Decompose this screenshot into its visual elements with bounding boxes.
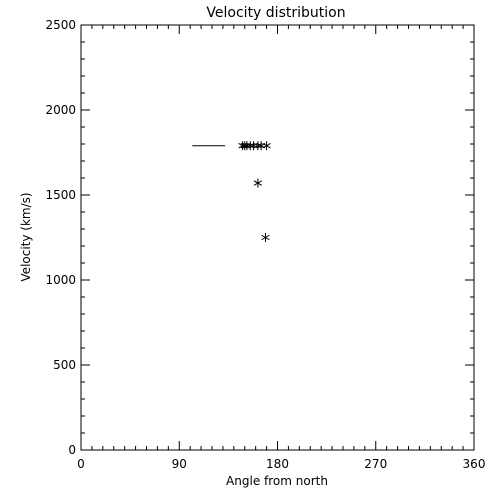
x-tick-label: 360	[463, 457, 486, 471]
asterisk-stroke	[262, 143, 271, 149]
chart-title: Velocity distribution	[206, 5, 345, 21]
axis-ticks	[80, 24, 475, 451]
asterisk-stroke	[261, 234, 270, 241]
data-point	[262, 141, 271, 151]
asterisk-stroke	[246, 143, 255, 149]
y-tick-label: 2500	[45, 18, 76, 32]
data-point	[242, 141, 252, 151]
y-tick-label: 1500	[45, 188, 76, 202]
y-tick-label: 500	[53, 358, 76, 372]
x-tick-label: 90	[172, 457, 187, 471]
y-axis-label: Velocity (km/s)	[19, 192, 33, 281]
asterisk-stroke	[253, 180, 262, 186]
tick-labels: 0 90 180 270 360 0 500 1000 1500 2000 2500	[45, 18, 485, 471]
data-point	[246, 141, 255, 151]
asterisk-stroke	[253, 143, 262, 149]
data-point	[253, 141, 262, 151]
plot-frame	[80, 24, 475, 451]
y-tick-label: 1000	[45, 273, 76, 287]
x-axis-label: Angle from north	[226, 474, 328, 488]
data-marks	[192, 141, 271, 242]
y-tick-label: 2000	[45, 103, 76, 117]
x-tick-label: 180	[266, 457, 289, 471]
data-point	[261, 233, 270, 242]
data-point	[253, 178, 262, 188]
y-tick-label: 0	[68, 443, 76, 457]
asterisk-stroke	[242, 143, 252, 149]
x-tick-label: 0	[77, 457, 85, 471]
x-tick-label: 270	[364, 457, 387, 471]
